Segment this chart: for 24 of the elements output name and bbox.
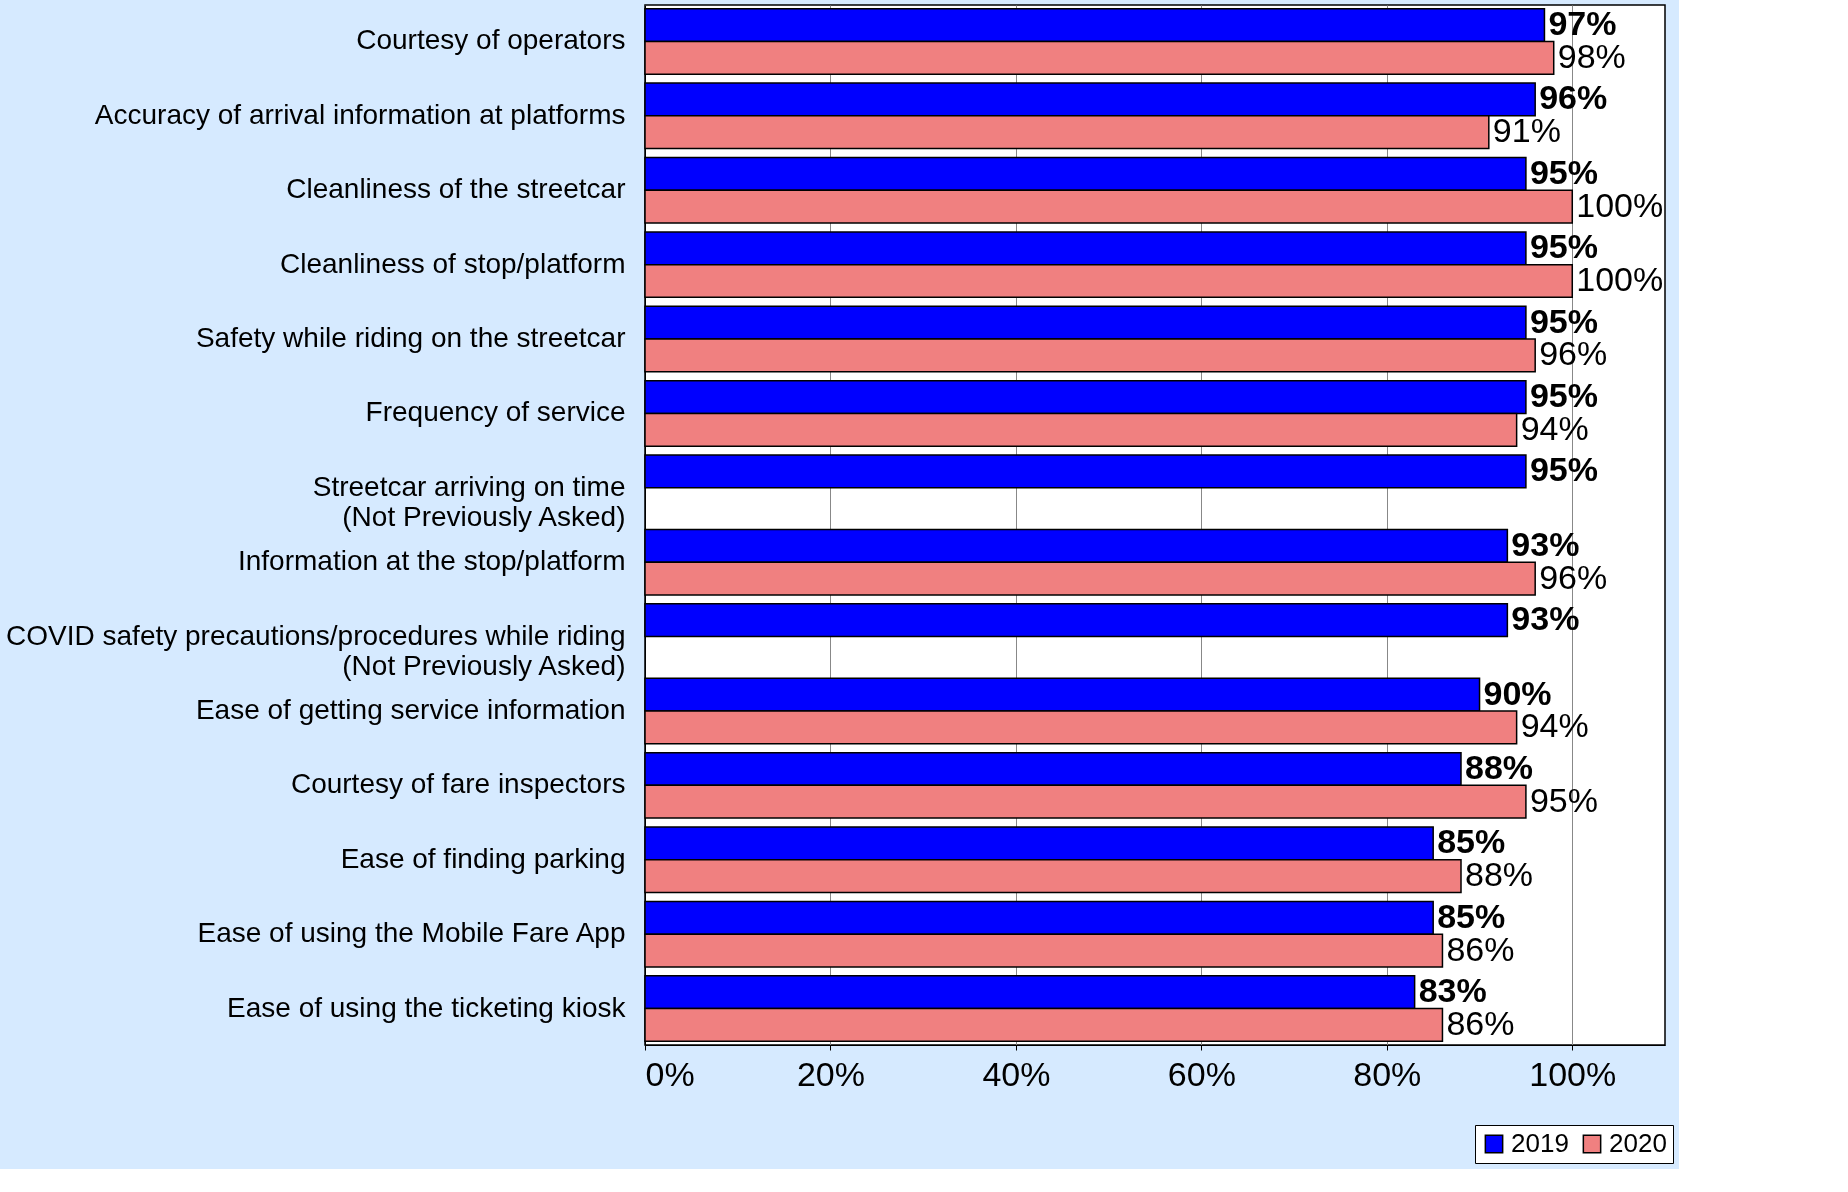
y-tick-label: Ease of using the Mobile Fare App (197, 917, 626, 949)
x-tick-label: 60% (1167, 1054, 1236, 1093)
data-label: 93% (1511, 599, 1580, 638)
x-tick-label: 20% (796, 1054, 865, 1093)
data-label: 95% (1529, 450, 1598, 489)
y-tick-label: Accuracy of arrival information at platforms (94, 98, 626, 130)
y-tick-label: Ease of finding parking (340, 842, 626, 874)
y-tick-label: Cleanliness of stop/platform (279, 247, 626, 279)
x-tick-label: 80% (1353, 1054, 1422, 1093)
x-tick-label: 0% (645, 1054, 695, 1093)
y-tick-label: Courtesy of operators (356, 24, 626, 56)
y-tick-label: Cleanliness of the streetcar (286, 173, 626, 205)
y-tick-label: Ease of getting service information (195, 693, 626, 725)
y-tick-label: Safety while riding on the streetcar (195, 322, 626, 354)
y-tick-label: COVID safety precautions/procedures while riding (Not Previously Asked) (6, 619, 626, 681)
y-tick-label: Frequency of service (365, 396, 626, 428)
x-tick-label: 40% (982, 1054, 1051, 1093)
y-tick-label: Information at the stop/platform (237, 545, 626, 577)
x-tick-label: 100% (1529, 1054, 1617, 1093)
y-tick-label: Courtesy of fare inspectors (290, 768, 626, 800)
y-tick-label: Streetcar arriving on time (Not Previously Asked) (312, 470, 626, 532)
legend-label: 2020 (1609, 1128, 1667, 1158)
legend-label: 2019 (1511, 1128, 1569, 1158)
y-tick-label: Ease of using the ticketing kiosk (227, 991, 627, 1023)
